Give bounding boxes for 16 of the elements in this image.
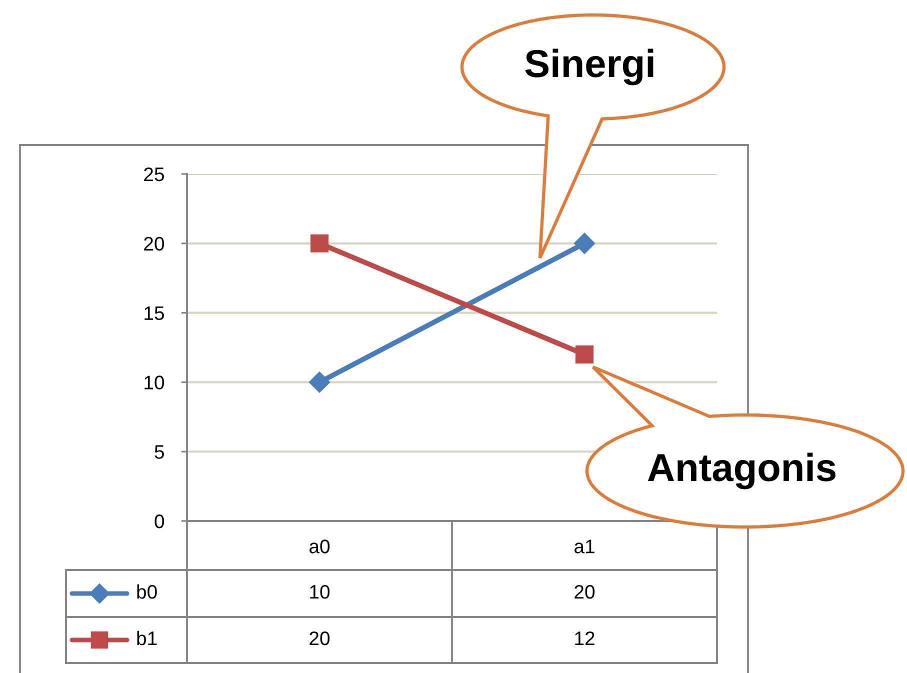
data-label: 20	[310, 631, 330, 646]
y-tick-label: 10	[144, 376, 164, 390]
y-tick-label: 25	[144, 167, 164, 182]
legend-label: b1	[137, 630, 157, 646]
data-label: 12	[575, 631, 594, 646]
y-tick-label: 5	[154, 445, 164, 459]
data-label: 20	[574, 584, 595, 599]
y-tick-label: 20	[144, 236, 164, 251]
data-label: 10	[310, 584, 330, 599]
text: Sinergi	[525, 48, 654, 86]
x-tick-label: a1	[574, 540, 594, 554]
legend-label: b0	[137, 584, 157, 599]
y-tick-label: 15	[144, 306, 164, 320]
annotation: Antagonis	[648, 452, 836, 490]
y-tick-label: 0	[154, 514, 164, 528]
x-tick-label: a0	[310, 540, 330, 554]
